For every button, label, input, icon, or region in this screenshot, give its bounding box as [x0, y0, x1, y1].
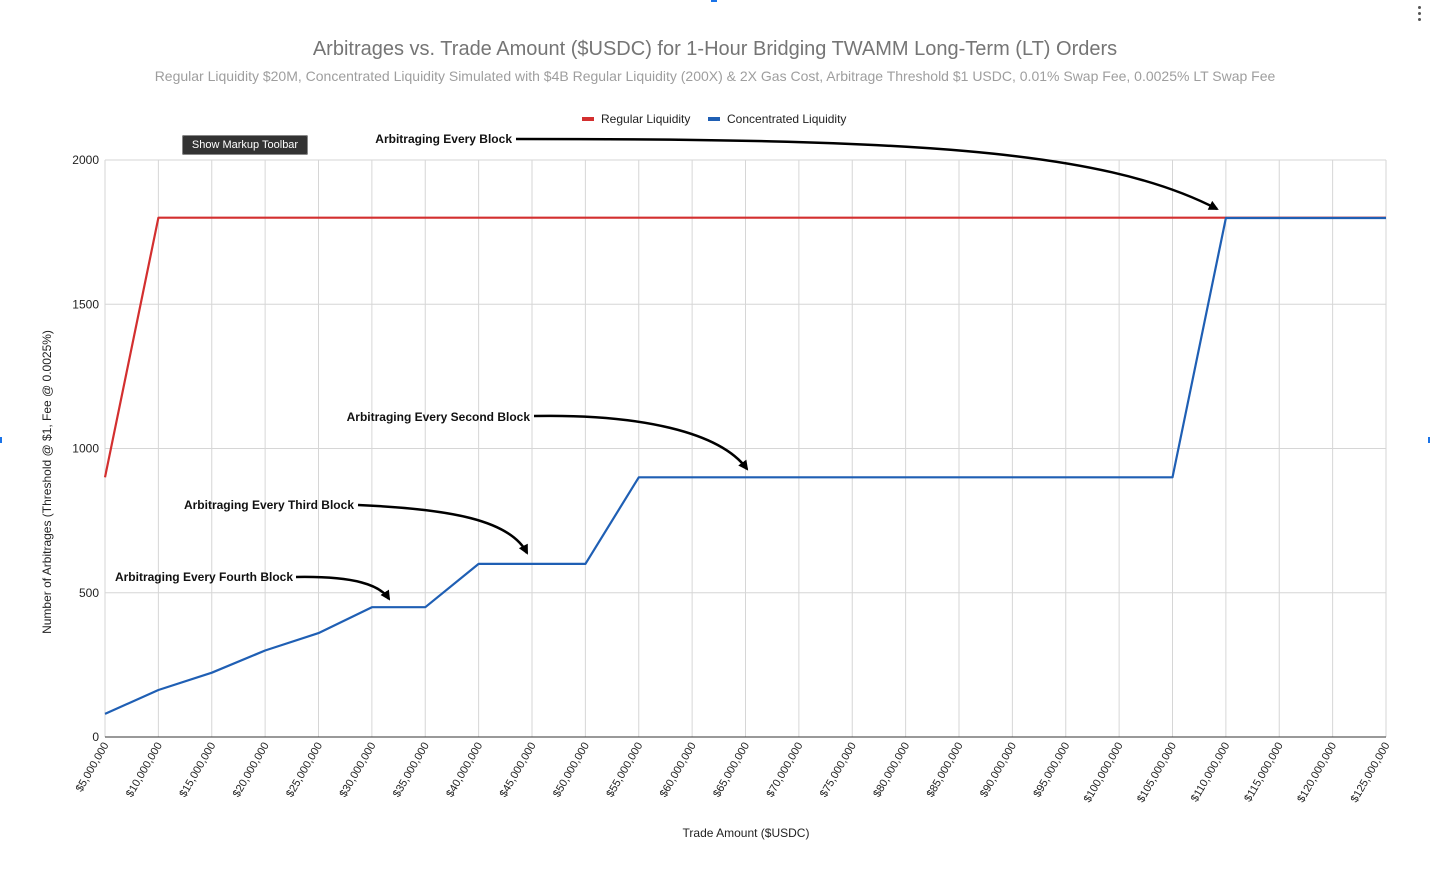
chart-subtitle: Regular Liquidity $20M, Concentrated Liq…	[154, 68, 1276, 84]
legend[interactable]: Regular Liquidity Concentrated Liquidity	[582, 112, 846, 126]
x-tick-label: $70,000,000	[764, 741, 805, 800]
x-tick-label: $105,000,000	[1135, 741, 1179, 805]
annotation-every-second-block: Arbitraging Every Second Block	[347, 410, 531, 424]
y-tick-label: 500	[79, 586, 99, 600]
x-tick-label: $90,000,000	[978, 741, 1019, 800]
show-markup-toolbar-button[interactable]: Show Markup Toolbar	[182, 135, 308, 155]
annotation-arrow-every-third-block	[357, 503, 529, 555]
x-tick-label: $30,000,000	[337, 741, 378, 800]
resize-handle-top[interactable]	[711, 0, 717, 2]
x-tick-label: $40,000,000	[444, 741, 485, 800]
x-tick-label: $50,000,000	[551, 741, 592, 800]
x-tick-label: $95,000,000	[1031, 741, 1072, 800]
chart-title: Arbitrages vs. Trade Amount ($USDC) for …	[312, 38, 1118, 60]
x-tick-label: $85,000,000	[925, 741, 966, 800]
annotation-arrow-every-block	[515, 137, 1219, 211]
more-vert-icon[interactable]	[1416, 6, 1422, 24]
series-line-regular-liquidity	[103, 216, 1386, 478]
x-axis-title: Trade Amount ($USDC)	[683, 826, 810, 840]
legend-swatch-regular	[582, 117, 594, 121]
x-tick-label: $100,000,000	[1082, 741, 1126, 805]
legend-label-regular: Regular Liquidity	[601, 112, 690, 126]
series-lines	[103, 216, 1386, 715]
x-tick-label: $55,000,000	[604, 741, 645, 800]
annotation-every-block: Arbitraging Every Block	[375, 132, 512, 146]
y-tick-labels: 0 500 1000 1500 2000	[72, 153, 99, 744]
resize-handle-right[interactable]	[1428, 437, 1430, 443]
annotation-every-fourth-block: Arbitraging Every Fourth Block	[115, 570, 293, 584]
x-tick-label: $15,000,000	[177, 741, 218, 800]
y-tick-label: 2000	[72, 153, 99, 167]
x-tick-label: $60,000,000	[658, 741, 699, 800]
annotation-arrow-every-fourth-block	[295, 575, 391, 601]
x-tick-label: $120,000,000	[1295, 741, 1339, 805]
x-tick-label: $115,000,000	[1242, 741, 1286, 805]
resize-handle-left[interactable]	[0, 437, 2, 443]
y-tick-label: 1000	[72, 442, 99, 456]
y-axis-title: Number of Arbitrages (Threshold @ $1, Fe…	[40, 330, 54, 634]
x-tick-label: $20,000,000	[231, 741, 272, 800]
x-tick-label: $45,000,000	[498, 741, 539, 800]
x-tick-label: $35,000,000	[391, 741, 432, 800]
legend-label-concentrated: Concentrated Liquidity	[727, 112, 846, 126]
x-tick-label: $10,000,000	[124, 741, 165, 800]
y-tick-label: 1500	[72, 297, 99, 311]
annotation-arrow-every-second-block	[533, 414, 749, 471]
x-tick-label: $110,000,000	[1189, 741, 1233, 805]
annotation-every-third-block: Arbitraging Every Third Block	[184, 498, 354, 512]
grid-lines	[104, 159, 1387, 737]
series-line-concentrated-liquidity	[104, 216, 1386, 715]
x-tick-labels: $5,000,000 $10,000,000 $15,000,000 $20,000,…	[74, 741, 1393, 805]
x-tick-label: $5,000,000	[74, 741, 112, 795]
x-tick-label: $125,000,000	[1349, 741, 1393, 805]
x-tick-label: $75,000,000	[818, 741, 859, 800]
x-tick-label: $25,000,000	[284, 741, 325, 800]
x-tick-label: $65,000,000	[711, 741, 752, 800]
annotations: Arbitraging Every Block Arbitraging Ever…	[115, 132, 1219, 601]
x-tick-label: $80,000,000	[871, 741, 912, 800]
legend-swatch-concentrated	[708, 117, 720, 121]
y-tick-label: 0	[92, 730, 99, 744]
